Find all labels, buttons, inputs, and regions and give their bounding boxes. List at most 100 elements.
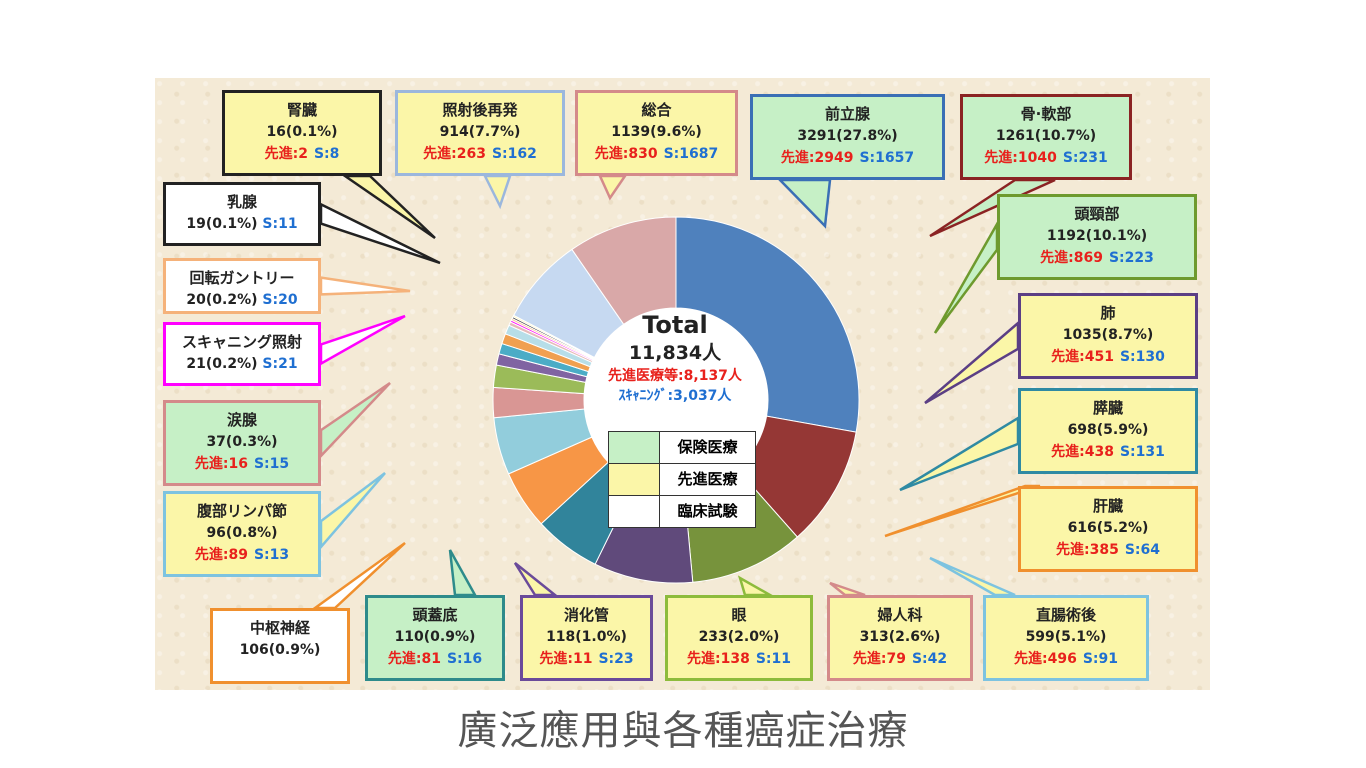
- callout-advanced: 先進:830: [594, 146, 658, 162]
- callout-name: 回転ガントリー: [189, 269, 295, 287]
- callout-advanced: 先進:451: [1051, 349, 1114, 365]
- donut-center-text: Total 11,834人 先進医療等:8,137人 ｽｷｬﾆﾝｸﾞ:3,037…: [585, 310, 765, 406]
- callout-advanced: 先進:496: [1014, 651, 1077, 667]
- callout-breakdown: 先進:830 S:1687: [578, 143, 735, 165]
- callout-name: 前立腺: [824, 105, 870, 123]
- callout-name: 総合: [641, 101, 672, 119]
- callout-pointer-3: [924, 320, 1020, 405]
- callout-breakdown: 先進:81 S:16: [368, 648, 502, 670]
- callout-name: 頭蓋底: [412, 606, 458, 624]
- callout-pointer-4: [899, 415, 1020, 492]
- callout-1: 骨·軟部 1261(10.7%) 先進:1040 S:231: [960, 94, 1132, 180]
- callout-count: 16(0.1%): [266, 124, 338, 140]
- callout-pointer-5: [884, 484, 1041, 538]
- legend-swatch: [609, 432, 660, 463]
- center-scanning: ｽｷｬﾆﾝｸﾞ:3,037人: [618, 388, 732, 404]
- legend-item: 保険医療: [609, 432, 755, 463]
- callout-pointer-7: [829, 581, 866, 597]
- callout-15: 回転ガントリー 20(0.2%) S:20: [163, 258, 321, 314]
- callout-pointer-0: [777, 178, 832, 229]
- callout-breakdown: 先進:1040 S:231: [963, 147, 1129, 169]
- page-caption: 廣泛應用與各種癌症治療: [457, 708, 909, 754]
- callout-pointer-19: [598, 174, 628, 201]
- callout-3: 肺 1035(8.7%) 先進:451 S:130: [1018, 293, 1198, 379]
- callout-advanced: 先進:138: [687, 651, 750, 667]
- callout-count: 96(0.8%): [206, 525, 278, 541]
- callout-advanced: 先進:869: [1040, 250, 1103, 266]
- callout-scanning: S:23: [598, 651, 634, 667]
- callout-count: 37(0.3%): [206, 434, 278, 450]
- callout-name: 膵臓: [1092, 399, 1123, 417]
- callout-16: 乳腺 19(0.1%) S:11: [163, 182, 321, 246]
- callout-13: 涙腺 37(0.3%) 先進:16 S:15: [163, 400, 321, 486]
- legend-label: 保険医療: [677, 438, 738, 456]
- callout-count: 1035(8.7%): [1062, 327, 1154, 343]
- callout-8: 眼 233(2.0%) 先進:138 S:11: [665, 595, 813, 681]
- callout-scanning: S:1657: [859, 150, 915, 166]
- callout-advanced: 先進:79: [852, 651, 906, 667]
- callout-count: 20(0.2%) S:20: [186, 292, 298, 308]
- callout-scanning: S:162: [491, 146, 537, 162]
- callout-advanced: 先進:89: [194, 547, 248, 563]
- callout-name: 直腸術後: [1035, 606, 1096, 624]
- callout-pointer-14: [319, 314, 406, 366]
- callout-scanning: S:8: [313, 146, 340, 162]
- callout-breakdown: 先進:385 S:64: [1021, 539, 1195, 561]
- callout-name: 骨·軟部: [1020, 105, 1072, 123]
- callout-count: 21(0.2%) S:21: [186, 356, 298, 372]
- callout-name: 中枢神経: [249, 619, 310, 637]
- callout-count: 233(2.0%): [698, 629, 780, 645]
- callout-pointer-17: [340, 174, 436, 240]
- callout-scanning: S:1687: [663, 146, 719, 162]
- callout-advanced: 先進:385: [1056, 542, 1119, 558]
- callout-7: 婦人科 313(2.6%) 先進:79 S:42: [827, 595, 973, 681]
- callout-pointer-15: [319, 276, 411, 296]
- callout-name: 眼: [731, 606, 747, 624]
- callout-4: 膵臓 698(5.9%) 先進:438 S:131: [1018, 388, 1198, 474]
- center-total: 11,834人: [628, 342, 722, 364]
- callout-count: 1192(10.1%): [1046, 228, 1148, 244]
- callout-11: 中枢神経 106(0.9%): [210, 608, 350, 684]
- callout-advanced: 先進:2949: [780, 150, 854, 166]
- callout-count: 698(5.9%): [1067, 422, 1149, 438]
- callout-scanning: S:130: [1119, 349, 1165, 365]
- callout-10: 頭蓋底 110(0.9%) 先進:81 S:16: [365, 595, 505, 681]
- legend-swatch: [609, 464, 660, 495]
- callout-scanning: S:131: [1119, 444, 1165, 460]
- callout-name: 肝臓: [1092, 497, 1123, 515]
- callout-count: 106(0.9%): [239, 642, 321, 658]
- callout-count: 1139(9.6%): [611, 124, 702, 140]
- callout-name: 涙腺: [226, 411, 257, 429]
- callout-breakdown: 先進:89 S:13: [166, 544, 318, 566]
- callout-pointer-10: [448, 549, 478, 597]
- callout-advanced: 先進:263: [423, 146, 486, 162]
- callout-breakdown: 先進:263 S:162: [398, 143, 562, 165]
- callout-breakdown: 先進:138 S:11: [668, 648, 810, 670]
- callout-count: 118(1.0%): [546, 629, 627, 645]
- callout-pointer-18: [482, 174, 512, 210]
- callout-pointer-2: [933, 219, 999, 334]
- callout-name: 頭頸部: [1074, 205, 1120, 223]
- callout-breakdown: 先進:79 S:42: [830, 648, 970, 670]
- legend-swatch: [609, 496, 660, 527]
- callout-count: 110(0.9%): [394, 629, 476, 645]
- callout-breakdown: 先進:11 S:23: [523, 648, 650, 670]
- callout-count: 3291(27.8%): [797, 128, 898, 144]
- callout-count: 313(2.6%): [859, 629, 941, 645]
- callout-advanced: 先進:81: [387, 651, 441, 667]
- callout-count: 1261(10.7%): [995, 128, 1097, 144]
- center-advanced: 先進医療等:8,137人: [608, 368, 742, 384]
- callout-count: 914(7.7%): [439, 124, 521, 140]
- legend-item: 先進医療: [609, 463, 755, 495]
- legend-label: 臨床試験: [677, 502, 738, 520]
- callout-name: 肺: [1100, 304, 1116, 322]
- center-title: Total: [642, 311, 708, 339]
- callout-count: 19(0.1%) S:11: [186, 216, 298, 232]
- callout-name: 婦人科: [877, 606, 923, 624]
- callout-breakdown: 先進:496 S:91: [986, 648, 1146, 670]
- callout-scanning: S:16: [446, 651, 483, 667]
- callout-pointer-6: [929, 556, 1016, 597]
- callout-0: 前立腺 3291(27.8%) 先進:2949 S:1657: [750, 94, 945, 180]
- callout-breakdown: 先進:2949 S:1657: [753, 147, 942, 169]
- chart-panel: Total 11,834人 先進医療等:8,137人 ｽｷｬﾆﾝｸﾞ:3,037…: [155, 78, 1210, 690]
